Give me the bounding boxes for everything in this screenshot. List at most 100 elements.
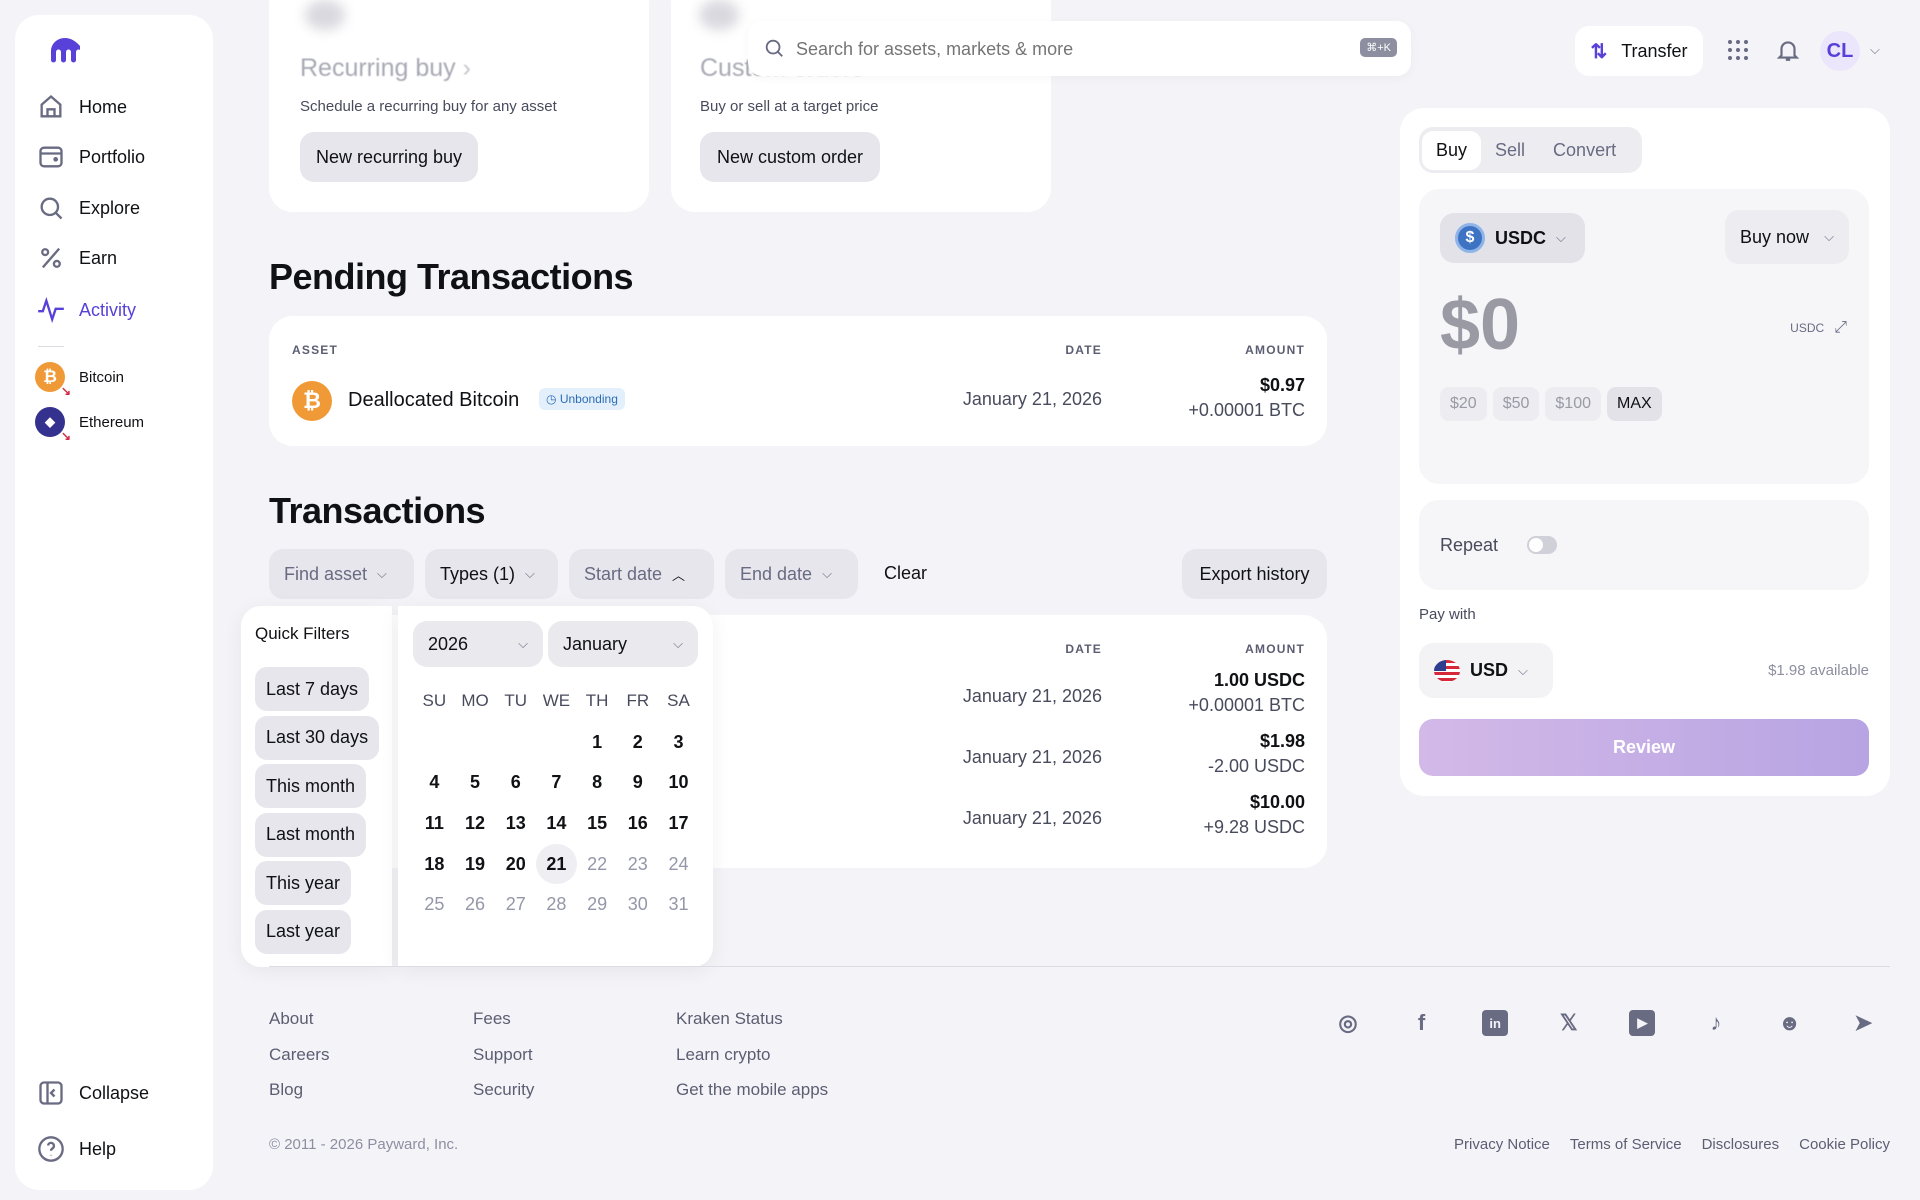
- legal-link[interactable]: Cookie Policy: [1799, 1136, 1890, 1153]
- tab-convert[interactable]: Convert: [1553, 139, 1617, 160]
- sidebar-item-earn[interactable]: Earn: [37, 243, 117, 273]
- linkedin-icon[interactable]: in: [1482, 1010, 1509, 1036]
- footer-link[interactable]: Careers: [269, 1044, 330, 1064]
- legal-link[interactable]: Terms of Service: [1569, 1136, 1682, 1153]
- asset-select[interactable]: $ USDC ⌵: [1440, 213, 1585, 263]
- calendar-day[interactable]: 1: [592, 731, 603, 752]
- calendar-day[interactable]: 4: [429, 772, 440, 793]
- sidebar-item-home[interactable]: Home: [37, 92, 127, 122]
- sidebar-item-activity[interactable]: Activity: [37, 295, 136, 325]
- footer-link[interactable]: Support: [473, 1044, 533, 1064]
- search-input[interactable]: [796, 35, 1316, 63]
- calendar-day[interactable]: 11: [424, 813, 444, 834]
- account-chevron-down-icon[interactable]: ⌵: [1870, 42, 1880, 57]
- table-row[interactable]: January 21, 2026 $1.98 -2.00 USDC: [269, 731, 1327, 786]
- instagram-icon[interactable]: ◎: [1338, 1010, 1358, 1035]
- calendar-day[interactable]: 13: [505, 813, 526, 834]
- calendar-day[interactable]: 23: [627, 853, 648, 874]
- quick-filter-last-30-days[interactable]: Last 30 days: [255, 715, 380, 760]
- preset-50[interactable]: $50: [1492, 387, 1540, 421]
- help-button[interactable]: Help: [37, 1134, 116, 1164]
- tab-sell[interactable]: Sell: [1495, 139, 1526, 160]
- table-row[interactable]: January 21, 2026 1.00 USDC +0.00001 BTC: [269, 670, 1327, 725]
- calendar-day[interactable]: 5: [470, 772, 481, 793]
- review-button[interactable]: Review: [1419, 719, 1869, 776]
- calendar-day[interactable]: 12: [465, 813, 486, 834]
- sidebar-asset-bitcoin[interactable]: ₿ ↘ Bitcoin: [35, 362, 124, 398]
- export-history-button[interactable]: Export history: [1182, 549, 1327, 599]
- calendar-day[interactable]: 22: [587, 853, 608, 874]
- table-row[interactable]: January 21, 2026 $10.00 +9.28 USDC: [269, 792, 1327, 847]
- find-asset-filter[interactable]: Find asset ⌵: [269, 549, 414, 599]
- calendar-day[interactable]: 19: [465, 853, 486, 874]
- calendar-day[interactable]: 24: [668, 853, 689, 874]
- calendar-day[interactable]: 7: [551, 772, 562, 793]
- pay-currency-select[interactable]: USD ⌵: [1419, 643, 1553, 698]
- footer-link[interactable]: About: [269, 1009, 314, 1028]
- calendar-day[interactable]: 16: [627, 813, 648, 834]
- quick-filter-this-month[interactable]: This month: [255, 764, 367, 808]
- preset-20[interactable]: $20: [1440, 387, 1487, 421]
- bell-icon[interactable]: [1775, 37, 1801, 63]
- recurring-buy-title[interactable]: Recurring buy ›: [300, 54, 471, 82]
- quick-filter-this-year[interactable]: This year: [255, 861, 352, 905]
- sidebar-item-explore[interactable]: Explore: [37, 193, 140, 223]
- calendar-day[interactable]: 30: [627, 894, 648, 915]
- search-bar[interactable]: ⌘+K: [748, 21, 1411, 76]
- calendar-day[interactable]: 26: [465, 894, 486, 915]
- calendar-day[interactable]: 6: [510, 772, 521, 793]
- x-icon[interactable]: 𝕏: [1559, 1010, 1578, 1035]
- calendar-day[interactable]: 3: [673, 731, 684, 752]
- footer-link[interactable]: Kraken Status: [676, 1009, 783, 1028]
- end-date-filter[interactable]: End date ⌵: [725, 549, 858, 599]
- preset-100[interactable]: $100: [1545, 387, 1601, 421]
- types-filter[interactable]: Types (1) ⌵: [425, 549, 558, 599]
- clear-filters-button[interactable]: Clear: [884, 563, 928, 583]
- calendar-day[interactable]: 29: [587, 894, 608, 915]
- sidebar-asset-ethereum[interactable]: ◆ ↘ Ethereum: [35, 407, 144, 443]
- footer-link[interactable]: Get the mobile apps: [676, 1080, 829, 1099]
- calendar-day[interactable]: 14: [546, 813, 567, 834]
- calendar-day[interactable]: 31: [668, 894, 689, 915]
- kraken-logo-icon[interactable]: [50, 37, 80, 63]
- footer-link[interactable]: Security: [473, 1080, 535, 1099]
- calendar-day[interactable]: 27: [505, 894, 526, 915]
- reddit-icon[interactable]: ☻: [1778, 1010, 1802, 1035]
- calendar-day[interactable]: 15: [587, 813, 608, 834]
- calendar-day[interactable]: 28: [546, 894, 567, 915]
- footer-link[interactable]: Blog: [269, 1080, 304, 1099]
- new-custom-order-button[interactable]: New custom order: [700, 132, 880, 182]
- tab-buy[interactable]: Buy: [1422, 130, 1482, 170]
- calendar-day[interactable]: 9: [632, 772, 643, 793]
- new-recurring-buy-button[interactable]: New recurring buy: [300, 132, 478, 182]
- footer-link[interactable]: Learn crypto: [676, 1044, 771, 1064]
- table-row[interactable]: ₿ Deallocated Bitcoin ◷ Unbonding Januar…: [269, 371, 1327, 431]
- calendar-day[interactable]: 25: [424, 894, 445, 915]
- calendar-day[interactable]: 17: [668, 813, 689, 834]
- month-select[interactable]: January ⌵: [548, 621, 698, 667]
- quick-filter-last-month[interactable]: Last month: [255, 812, 367, 857]
- preset-max[interactable]: MAX: [1607, 387, 1662, 421]
- calendar-day[interactable]: 10: [668, 772, 689, 793]
- transfer-button[interactable]: ⇅ Transfer: [1575, 26, 1703, 76]
- repeat-toggle[interactable]: [1527, 536, 1557, 554]
- calendar-day[interactable]: 21: [536, 843, 577, 885]
- quick-filter-last-7-days[interactable]: Last 7 days: [255, 667, 370, 711]
- calendar-day[interactable]: 2: [632, 731, 643, 752]
- unit-toggle[interactable]: USDC ⤢: [1790, 319, 1847, 336]
- tiktok-icon[interactable]: ♪: [1710, 1010, 1722, 1035]
- telegram-icon[interactable]: ➤: [1853, 1010, 1873, 1035]
- footer-link[interactable]: Fees: [473, 1009, 511, 1028]
- calendar-day[interactable]: 20: [505, 853, 526, 874]
- legal-link[interactable]: Privacy Notice: [1454, 1136, 1550, 1153]
- collapse-button[interactable]: Collapse: [37, 1078, 149, 1108]
- start-date-filter[interactable]: Start date ︿: [569, 549, 714, 599]
- year-select[interactable]: 2026 ⌵: [413, 621, 543, 667]
- youtube-icon[interactable]: ▶: [1629, 1010, 1656, 1036]
- calendar-day[interactable]: 8: [592, 772, 603, 793]
- apps-grid-icon[interactable]: [1727, 39, 1749, 61]
- order-type-select[interactable]: Buy now ⌵: [1725, 210, 1849, 264]
- amount-input[interactable]: $0: [1440, 285, 1521, 365]
- avatar[interactable]: CL: [1820, 31, 1860, 71]
- calendar-day[interactable]: 18: [424, 853, 445, 874]
